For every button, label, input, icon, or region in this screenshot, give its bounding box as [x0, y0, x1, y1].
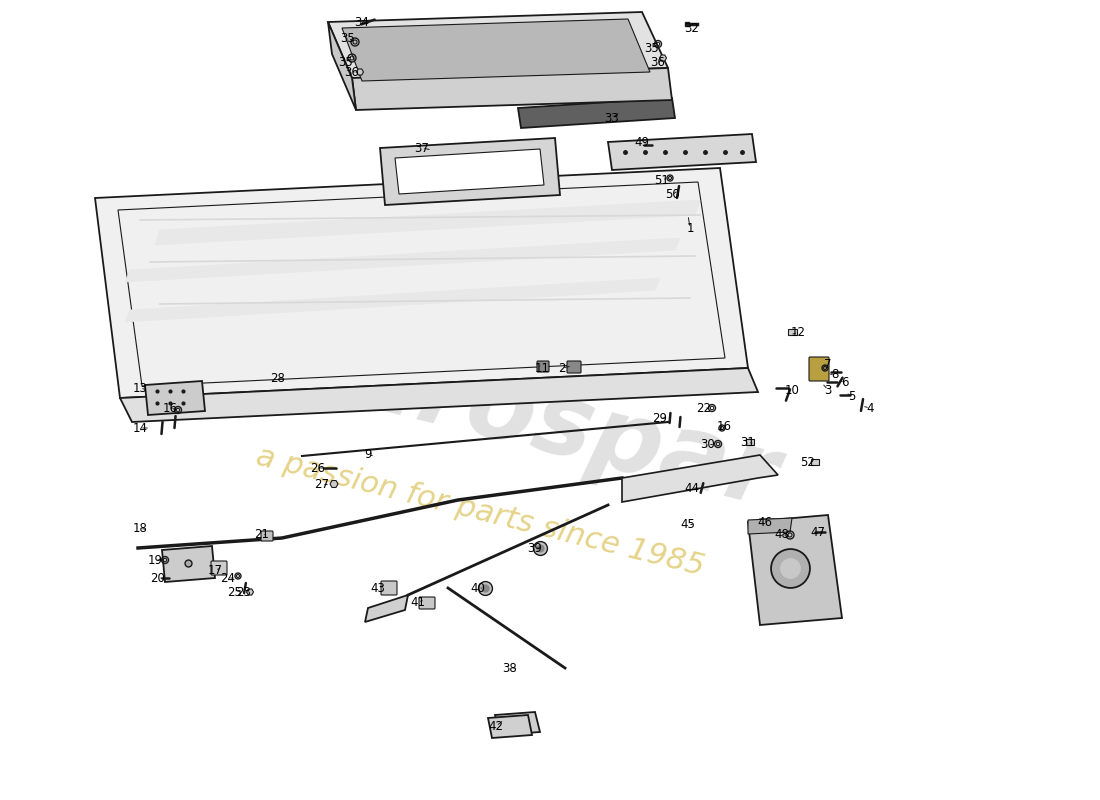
Text: 41: 41 [410, 595, 426, 609]
Polygon shape [330, 481, 338, 487]
Text: 50: 50 [664, 189, 680, 202]
Text: 14: 14 [132, 422, 147, 434]
Text: 3: 3 [824, 383, 832, 397]
Text: 1: 1 [686, 222, 694, 234]
Text: 24: 24 [220, 571, 235, 585]
Polygon shape [379, 138, 560, 205]
FancyBboxPatch shape [566, 361, 581, 373]
Polygon shape [660, 55, 667, 61]
Text: 44: 44 [684, 482, 700, 494]
Text: 16: 16 [716, 421, 732, 434]
Text: 9: 9 [364, 449, 372, 462]
Text: 36: 36 [650, 55, 666, 69]
Text: 34: 34 [354, 15, 370, 29]
Text: 8: 8 [832, 369, 838, 382]
Polygon shape [621, 455, 778, 502]
Polygon shape [356, 69, 363, 75]
Text: 31: 31 [740, 435, 756, 449]
Polygon shape [488, 715, 532, 738]
Polygon shape [120, 368, 758, 422]
Text: 40: 40 [471, 582, 485, 594]
Polygon shape [145, 381, 205, 415]
Text: 32: 32 [684, 22, 700, 34]
FancyBboxPatch shape [261, 531, 273, 541]
Polygon shape [155, 200, 700, 245]
Text: 16: 16 [163, 402, 177, 414]
FancyBboxPatch shape [537, 361, 549, 372]
Text: 20: 20 [151, 571, 165, 585]
Polygon shape [328, 12, 668, 78]
Text: a passion for parts since 1985: a passion for parts since 1985 [253, 442, 707, 582]
Text: 4: 4 [867, 402, 873, 414]
Text: 52: 52 [801, 455, 815, 469]
Polygon shape [608, 134, 756, 170]
Text: 33: 33 [605, 111, 619, 125]
Text: 49: 49 [635, 135, 649, 149]
Text: 17: 17 [208, 563, 222, 577]
Text: 23: 23 [236, 586, 252, 598]
Text: 45: 45 [681, 518, 695, 531]
Text: 21: 21 [254, 529, 270, 542]
Text: 46: 46 [758, 515, 772, 529]
Polygon shape [748, 515, 842, 625]
Text: 12: 12 [791, 326, 805, 338]
Text: 18: 18 [133, 522, 147, 534]
Polygon shape [95, 168, 748, 398]
Text: 11: 11 [535, 362, 550, 374]
Text: 2: 2 [558, 362, 565, 374]
FancyBboxPatch shape [759, 519, 775, 531]
Text: 48: 48 [774, 529, 790, 542]
Text: 36: 36 [344, 66, 360, 78]
Polygon shape [518, 98, 675, 128]
Polygon shape [748, 518, 792, 534]
Text: 51: 51 [654, 174, 670, 186]
Text: 29: 29 [652, 411, 668, 425]
Polygon shape [495, 712, 540, 735]
Polygon shape [395, 149, 544, 194]
Polygon shape [246, 589, 253, 595]
Text: 28: 28 [271, 371, 285, 385]
Text: 42: 42 [488, 719, 504, 733]
Text: 6: 6 [842, 375, 849, 389]
Text: 37: 37 [415, 142, 429, 154]
Polygon shape [342, 19, 650, 81]
Polygon shape [328, 22, 356, 110]
Text: 38: 38 [503, 662, 517, 674]
Bar [746, 439, 754, 445]
Text: 43: 43 [371, 582, 385, 594]
Polygon shape [365, 595, 408, 622]
FancyBboxPatch shape [381, 581, 397, 595]
Bar [788, 329, 796, 335]
Polygon shape [162, 546, 214, 582]
Text: 5: 5 [848, 390, 856, 403]
Text: 22: 22 [696, 402, 712, 414]
Text: 10: 10 [784, 383, 800, 397]
Text: 35: 35 [339, 55, 353, 69]
Polygon shape [125, 278, 660, 322]
Text: eurospar: eurospar [273, 312, 786, 528]
Text: 35: 35 [341, 31, 355, 45]
Bar [811, 459, 819, 465]
Text: 35: 35 [645, 42, 659, 54]
FancyBboxPatch shape [808, 357, 829, 381]
Text: 39: 39 [528, 542, 542, 554]
Text: 19: 19 [147, 554, 163, 566]
Polygon shape [125, 238, 680, 282]
Text: 47: 47 [811, 526, 825, 538]
Text: 25: 25 [228, 586, 242, 598]
Text: 13: 13 [133, 382, 147, 394]
FancyBboxPatch shape [419, 597, 435, 609]
Polygon shape [118, 182, 725, 386]
Polygon shape [352, 68, 672, 110]
Text: 26: 26 [310, 462, 326, 474]
Text: 30: 30 [701, 438, 715, 451]
Text: 7: 7 [824, 358, 832, 371]
FancyBboxPatch shape [211, 561, 227, 575]
Text: 27: 27 [315, 478, 330, 491]
